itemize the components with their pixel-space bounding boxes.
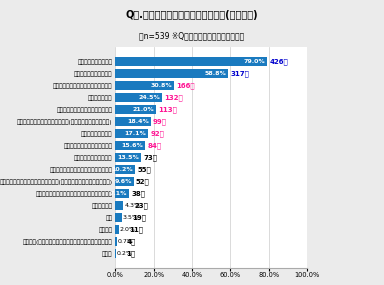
Text: 52人: 52人 [136, 178, 150, 185]
Text: 0.2%: 0.2% [116, 251, 132, 256]
Text: 11人: 11人 [129, 226, 144, 233]
Bar [115, 153, 141, 162]
Text: 55人: 55人 [137, 166, 151, 173]
Bar [115, 69, 228, 78]
Text: 38人: 38人 [131, 190, 145, 197]
Text: 15.6%: 15.6% [122, 143, 144, 148]
Bar [115, 225, 119, 234]
Text: Q２.あなたにとって「働く」とは？(複数回答): Q２.あなたにとって「働く」とは？(複数回答) [126, 11, 258, 21]
Text: 58.8%: 58.8% [205, 71, 227, 76]
Text: 3.5%: 3.5% [123, 215, 139, 220]
Bar [115, 189, 129, 198]
Bar [115, 177, 134, 186]
Bar [115, 237, 116, 246]
Text: 0.7%: 0.7% [118, 239, 133, 244]
Text: 23人: 23人 [134, 202, 148, 209]
Bar [115, 57, 267, 66]
Text: 1人: 1人 [126, 250, 135, 257]
Text: 2.0%: 2.0% [120, 227, 136, 232]
Bar [115, 117, 151, 126]
Text: 13.5%: 13.5% [118, 155, 140, 160]
Bar [115, 249, 116, 258]
Bar [115, 129, 148, 138]
Text: 4.3%: 4.3% [124, 203, 141, 208]
Text: 7.1%: 7.1% [110, 191, 127, 196]
Text: 24.5%: 24.5% [139, 95, 161, 100]
Text: 21.0%: 21.0% [132, 107, 154, 112]
Text: 426人: 426人 [269, 58, 288, 65]
Text: 9.6%: 9.6% [114, 179, 132, 184]
Bar [115, 165, 135, 174]
Text: 99人: 99人 [153, 118, 167, 125]
Bar [115, 201, 123, 210]
Text: 18.4%: 18.4% [127, 119, 149, 124]
Bar [115, 105, 156, 114]
Text: 132人: 132人 [164, 94, 183, 101]
Text: 79.0%: 79.0% [243, 59, 265, 64]
Text: 113人: 113人 [158, 106, 177, 113]
Text: 73人: 73人 [144, 154, 157, 161]
Text: 19人: 19人 [132, 214, 146, 221]
Bar [115, 213, 122, 222]
Bar [115, 93, 162, 102]
Text: 30.8%: 30.8% [151, 83, 173, 88]
Text: 166人: 166人 [177, 82, 195, 89]
Text: 4人: 4人 [127, 238, 136, 245]
Bar [115, 81, 174, 90]
Text: 17.1%: 17.1% [125, 131, 147, 136]
Text: （n=539 ※Q１で「お金」と回答した人）: （n=539 ※Q１で「お金」と回答した人） [139, 32, 245, 41]
Text: 10.2%: 10.2% [111, 167, 133, 172]
Text: 84人: 84人 [147, 142, 162, 149]
Text: 317人: 317人 [230, 70, 249, 77]
Bar [115, 141, 145, 150]
Text: 92人: 92人 [151, 130, 164, 137]
